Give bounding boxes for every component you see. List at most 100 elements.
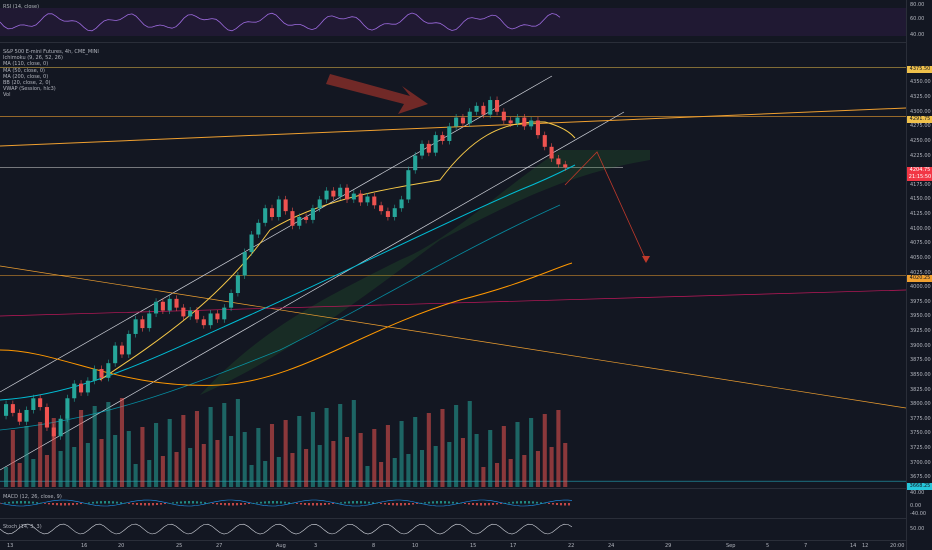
price-label-tag: 3668.25 <box>907 483 932 490</box>
candle-body <box>58 418 63 437</box>
candle-body <box>79 383 84 393</box>
volume-bar <box>501 426 506 487</box>
time-tick: Sep <box>726 543 736 549</box>
volume-bar <box>208 407 213 487</box>
macd-histogram-bar <box>372 502 374 504</box>
price-tick: 4025.00 <box>910 269 931 276</box>
macd-histogram-bar <box>280 501 282 504</box>
legend-ma50[interactable]: MA (50, close, 0) <box>3 67 46 74</box>
legend-ma110[interactable]: MA (110, close, 0) <box>3 61 49 68</box>
macd-histogram-bar <box>296 503 298 504</box>
legend-ichimoku[interactable]: Ichimoku (9, 26, 52, 26) <box>3 55 63 62</box>
pane-separator[interactable] <box>0 518 932 519</box>
candle-body <box>65 398 70 419</box>
volume-bar <box>106 402 111 487</box>
macd-histogram-bar <box>204 502 206 504</box>
candle-body <box>501 111 506 121</box>
legend-ma200[interactable]: MA (200, close, 0) <box>3 73 49 80</box>
volume-bar <box>413 417 418 487</box>
price-tick: 3775.00 <box>910 415 931 422</box>
volume-bar <box>522 455 527 487</box>
legend-symbol[interactable]: S&P 500 E-mini Futures, 4h, CME_MINI <box>3 49 99 55</box>
time-axis[interactable]: 13 16 20 25 27 Aug 3 8 10 15 17 22 24 29 Sep 5 7 12 14 20:0… <box>0 540 906 550</box>
stoch-tick: 50.00 <box>910 526 925 532</box>
volume-bar <box>181 415 186 487</box>
volume-bar <box>92 406 97 487</box>
legend-vwap[interactable]: VWAP (Session, hlc3) <box>3 86 56 93</box>
rsi-pane[interactable]: RSI (14, close) <box>0 0 906 42</box>
legend-bb[interactable]: BB (20, close, 2, 0) <box>3 79 51 86</box>
time-tick: 10 <box>412 543 419 549</box>
price-tick: 4325.00 <box>910 94 931 101</box>
volume-bar <box>269 424 275 487</box>
candle-body <box>440 135 445 141</box>
macd-histogram-bar <box>512 501 514 504</box>
volume-bar <box>201 444 206 487</box>
macd-histogram-bar <box>336 502 338 504</box>
macd-histogram-bar <box>224 503 226 506</box>
pane-separator[interactable] <box>0 42 932 43</box>
volume-bar <box>4 467 9 487</box>
pane-separator[interactable] <box>0 488 932 489</box>
volume-bar <box>474 434 479 487</box>
macd-histogram-bar <box>260 501 262 504</box>
volume-bar <box>542 414 547 487</box>
macd-histogram-bar <box>120 502 122 504</box>
candle-body <box>92 369 97 381</box>
legend-vol[interactable]: Vol <box>3 92 11 99</box>
macd-histogram-bar <box>484 503 486 506</box>
candle-body <box>283 199 288 212</box>
candle-body <box>181 307 186 317</box>
macd-histogram-bar <box>412 503 414 505</box>
volume-bar <box>85 443 90 487</box>
macd-histogram-bar <box>116 501 118 504</box>
volume-bar <box>535 451 540 487</box>
macd-histogram-bar <box>464 503 466 504</box>
candle-body <box>324 190 329 200</box>
price-tick: 3875.00 <box>910 357 931 364</box>
candle-body <box>215 313 220 320</box>
macd-histogram-bar <box>548 503 550 505</box>
rsi-title: RSI (14, close) <box>3 4 40 10</box>
macd-histogram-bar <box>388 503 390 505</box>
macd-histogram-bar <box>216 503 218 505</box>
candle-body <box>17 412 22 422</box>
candle-body <box>188 310 193 317</box>
volume-bar <box>324 408 329 487</box>
candle-body <box>194 310 200 320</box>
macd-histogram-bar <box>328 503 330 505</box>
volume-bar <box>147 460 152 487</box>
price-axis[interactable]: 80.00 60.00 40.00 4350.00 4325.00 4300.00 4… <box>906 0 932 550</box>
macd-histogram-bar <box>112 501 114 504</box>
macd-histogram-bar <box>476 503 478 506</box>
candle-body <box>426 143 431 153</box>
candle-body <box>331 190 336 197</box>
volume-bar <box>222 403 227 487</box>
volume-bar <box>529 418 534 487</box>
time-tick: 12 <box>862 543 869 549</box>
volume-bar <box>119 398 125 487</box>
price-tick: 3850.00 <box>910 371 931 378</box>
macd-histogram-bar <box>144 503 146 506</box>
macd-histogram-bar <box>424 502 426 504</box>
macd-histogram-bar <box>396 503 398 506</box>
candle-body <box>372 196 377 206</box>
macd-histogram-bar <box>288 502 290 504</box>
candle-body <box>474 105 479 112</box>
price-chart-canvas[interactable] <box>0 0 906 540</box>
macd-histogram-bar <box>460 502 462 504</box>
time-tick: 17 <box>510 543 517 549</box>
price-tick: 3725.00 <box>910 444 931 451</box>
volume-bar <box>242 432 247 487</box>
time-tick: 20 <box>118 543 125 549</box>
candle-body <box>297 216 302 226</box>
annotation-big-arrow <box>326 74 428 114</box>
macd-histogram-bar <box>344 501 346 504</box>
macd-histogram-bar <box>308 503 310 506</box>
candle-body <box>556 158 561 165</box>
macd-histogram-bar <box>468 503 470 505</box>
price-tick: 3975.00 <box>910 298 931 305</box>
macd-histogram-bar <box>172 502 174 504</box>
macd-histogram-bar <box>564 503 566 506</box>
